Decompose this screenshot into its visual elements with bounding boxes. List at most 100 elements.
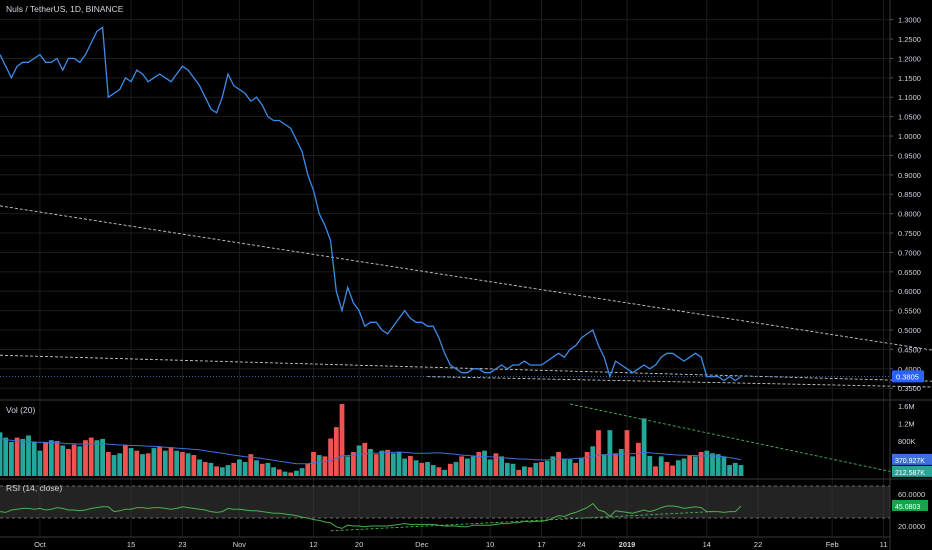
volume-bar[interactable] [43, 441, 48, 476]
volume-bar[interactable] [123, 445, 128, 476]
volume-bar[interactable] [100, 438, 105, 476]
volume-bar[interactable] [180, 452, 185, 476]
volume-pane[interactable] [0, 403, 913, 477]
volume-bar[interactable] [601, 454, 607, 476]
volume-bar[interactable] [288, 472, 294, 476]
volume-bar[interactable] [510, 463, 516, 476]
volume-bar[interactable] [174, 450, 180, 476]
volume-bar[interactable] [476, 452, 482, 476]
volume-bar[interactable] [630, 456, 636, 476]
volume-bar[interactable] [442, 469, 447, 476]
volume-bar[interactable] [459, 456, 465, 476]
volume-bar[interactable] [265, 462, 271, 476]
volume-bar[interactable] [522, 466, 527, 476]
volume-trendline[interactable] [569, 403, 913, 477]
volume-bar[interactable] [248, 454, 254, 476]
volume-bar[interactable] [197, 459, 202, 476]
volume-bar[interactable] [71, 444, 77, 476]
volume-bar[interactable] [208, 462, 214, 476]
volume-bar[interactable] [430, 465, 436, 476]
volume-bar[interactable] [339, 404, 345, 476]
volume-bar[interactable] [14, 437, 20, 476]
volume-axis[interactable]: 1.6M 1.2M 800K 370.927K 212.587K [892, 402, 932, 477]
volume-bar[interactable] [214, 466, 219, 476]
volume-bar[interactable] [647, 455, 653, 476]
volume-bar[interactable] [231, 462, 237, 476]
volume-bar[interactable] [465, 458, 470, 476]
volume-bar[interactable] [584, 452, 590, 476]
volume-bar[interactable] [282, 471, 288, 476]
volume-bar[interactable] [590, 446, 596, 476]
volume-bar[interactable] [219, 467, 225, 476]
volume-bar[interactable] [704, 450, 710, 476]
volume-bar[interactable] [675, 460, 681, 476]
volume-bar[interactable] [636, 442, 641, 476]
volume-bar[interactable] [88, 437, 94, 476]
volume-bar[interactable] [185, 453, 191, 476]
volume-bar[interactable] [259, 463, 265, 476]
volume-bar[interactable] [527, 467, 533, 476]
volume-bar[interactable] [653, 466, 658, 476]
volume-bar[interactable] [83, 440, 88, 476]
volume-bar[interactable] [641, 418, 647, 476]
volume-bar[interactable] [66, 448, 71, 476]
volume-bar[interactable] [573, 462, 579, 476]
volume-ma-line[interactable] [0, 438, 742, 465]
volume-bar[interactable] [191, 455, 197, 476]
volume-bar[interactable] [413, 460, 419, 476]
volume-bar[interactable] [681, 458, 687, 476]
volume-bar[interactable] [26, 435, 31, 476]
volume-bar[interactable] [664, 462, 670, 476]
volume-bar[interactable] [499, 456, 504, 476]
volume-bar[interactable] [345, 456, 351, 476]
rsi-trendline[interactable] [330, 511, 713, 532]
volume-bar[interactable] [613, 453, 618, 476]
volume-bar[interactable] [3, 437, 9, 476]
volume-bar[interactable] [453, 462, 459, 476]
volume-bar[interactable] [328, 438, 333, 476]
volume-bar[interactable] [618, 448, 624, 476]
volume-bar[interactable] [738, 465, 744, 476]
volume-bar[interactable] [145, 453, 151, 476]
volume-bar[interactable] [48, 440, 54, 476]
volume-bar[interactable] [419, 462, 425, 476]
price-trendline[interactable] [0, 205, 932, 400]
volume-bar[interactable] [561, 458, 567, 476]
volume-bar[interactable] [504, 462, 510, 476]
volume-bar[interactable] [408, 455, 413, 476]
volume-bar[interactable] [539, 462, 544, 476]
time-axis[interactable]: Oct 15 23 Nov 12 20 Dec 10 17 24 2019 14 22 Feb 11 [34, 540, 887, 549]
volume-bar[interactable] [579, 457, 584, 476]
volume-bar[interactable] [0, 432, 3, 476]
volume-bar[interactable] [732, 462, 738, 476]
price-series-line[interactable] [0, 26, 742, 382]
volume-bar[interactable] [596, 430, 601, 476]
volume-bar[interactable] [9, 441, 14, 476]
volume-bar[interactable] [362, 442, 368, 476]
volume-bar[interactable] [470, 456, 476, 476]
volume-bar[interactable] [111, 455, 117, 476]
volume-bar[interactable] [54, 441, 60, 476]
volume-bar[interactable] [254, 460, 259, 476]
volume-bar[interactable] [385, 449, 390, 476]
volume-bar[interactable] [20, 438, 26, 476]
volume-bar[interactable] [117, 453, 123, 476]
price-axis[interactable]: 1.3000 1.2500 1.2000 1.1500 1.1000 1.0500 1.00… [890, 16, 924, 394]
volume-bar[interactable] [390, 453, 396, 476]
volume-bar[interactable] [299, 468, 305, 476]
volume-bar[interactable] [715, 454, 721, 476]
volume-bar[interactable] [237, 459, 242, 476]
volume-bar[interactable] [379, 450, 385, 476]
volume-bar[interactable] [693, 456, 698, 476]
volume-bar[interactable] [151, 448, 157, 476]
volume-bar[interactable] [373, 454, 379, 476]
volume-bar[interactable] [271, 467, 276, 476]
volume-bar[interactable] [698, 452, 704, 476]
volume-bar[interactable] [105, 452, 111, 476]
volume-bar[interactable] [94, 440, 100, 476]
volume-bar[interactable] [157, 446, 162, 476]
volume-bar[interactable] [544, 460, 550, 476]
volume-bar[interactable] [658, 456, 664, 476]
volume-bar[interactable] [556, 452, 561, 476]
price-trendline[interactable] [427, 376, 932, 394]
